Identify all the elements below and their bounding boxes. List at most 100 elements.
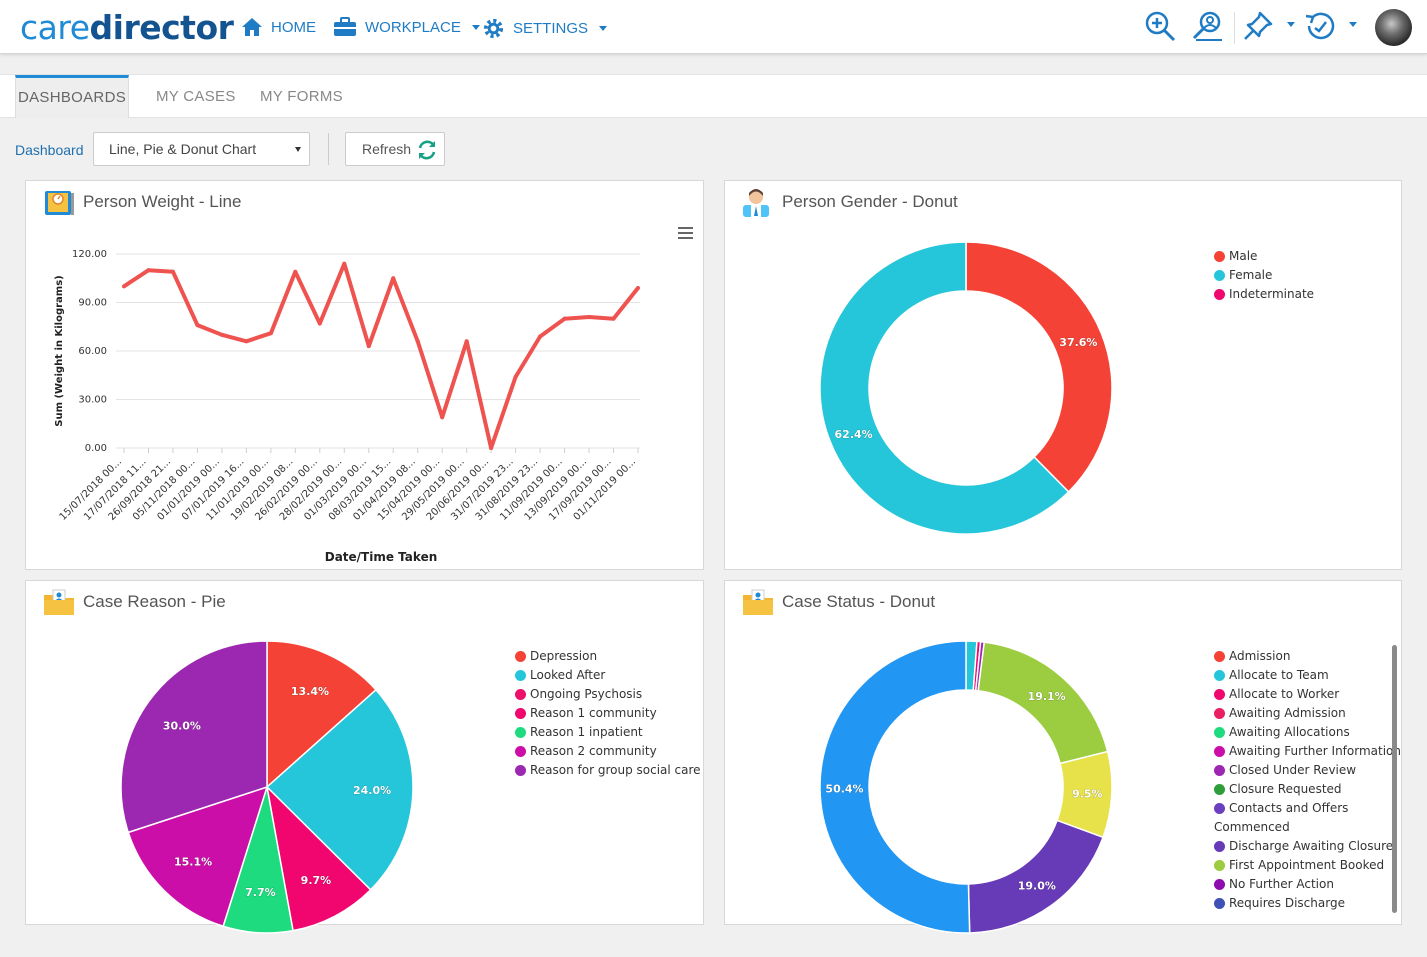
reason-legend-item[interactable]: Reason for group social care — [515, 761, 701, 780]
refresh-icon — [418, 140, 436, 160]
gender-legend-item[interactable]: Female — [1214, 266, 1314, 285]
status-legend-item[interactable]: Awaiting Allocations — [1214, 723, 1401, 742]
legend-swatch — [515, 689, 526, 700]
legend-swatch — [1214, 860, 1225, 871]
y-axis-title: Sum (Weight in Kilograms) — [54, 275, 65, 427]
data-point — [513, 374, 518, 379]
y-tick-label: 120.00 — [72, 249, 107, 260]
tab-my-cases[interactable]: MY CASES — [156, 88, 236, 105]
reason-slice-label: 24.0% — [353, 784, 391, 797]
chevron-down-icon — [295, 147, 301, 152]
history-clock-icon[interactable] — [1303, 10, 1337, 42]
status-legend-item[interactable]: Requires Discharge — [1214, 894, 1401, 913]
status-legend-item[interactable]: Awaiting Further Information — [1214, 742, 1401, 761]
chart-menu-icon[interactable] — [678, 227, 693, 242]
reason-slice-label: 7.7% — [245, 886, 276, 899]
legend-swatch — [515, 765, 526, 776]
data-point — [170, 269, 175, 274]
gender-legend-item[interactable]: Indeterminate — [1214, 285, 1314, 304]
refresh-button[interactable]: Refresh — [345, 132, 445, 166]
data-point — [611, 316, 616, 321]
reason-legend-item[interactable]: Reason 1 community — [515, 704, 701, 723]
status-legend-item[interactable]: Contacts and Offers — [1214, 799, 1401, 818]
gender-slice — [819, 241, 1070, 535]
data-point — [391, 276, 396, 281]
status-legend-item[interactable]: Awaiting Admission — [1214, 704, 1401, 723]
chevron-down-icon[interactable] — [1349, 22, 1357, 27]
status-legend-item[interactable]: Closure Requested — [1214, 780, 1401, 799]
legend-scrollbar[interactable] — [1392, 645, 1397, 913]
legend-swatch — [1214, 879, 1225, 890]
status-legend-item[interactable]: Allocate to Worker — [1214, 685, 1401, 704]
data-point — [562, 316, 567, 321]
person-search-icon[interactable] — [1192, 10, 1224, 42]
nav-home[interactable]: HOME — [241, 17, 316, 37]
legend-swatch — [1214, 898, 1225, 909]
refresh-button-label: Refresh — [362, 141, 412, 157]
top-navbar: caredirector HOME WORKPLACE SETTINGS — [0, 0, 1427, 54]
person-icon — [743, 189, 769, 217]
legend-label: Reason 2 community — [530, 744, 657, 758]
status-slice-label: 9.5% — [1072, 787, 1103, 800]
data-point — [415, 339, 420, 344]
reason-legend-item[interactable]: Looked After — [515, 666, 701, 685]
legend-label: Male — [1229, 249, 1258, 263]
legend-swatch — [1214, 803, 1225, 814]
data-point — [244, 339, 249, 344]
toolbar-divider — [1234, 12, 1235, 44]
status-legend-item[interactable]: Commenced — [1214, 818, 1401, 837]
status-legend-item[interactable]: No Further Action — [1214, 875, 1401, 894]
status-slice — [967, 819, 1105, 934]
legend-label: Depression — [530, 649, 598, 663]
legend-swatch — [1214, 727, 1225, 738]
user-avatar[interactable] — [1375, 9, 1412, 46]
status-legend: Admission Allocate to Team Allocate to Wor… — [1214, 647, 1401, 913]
zoom-search-icon[interactable] — [1144, 10, 1176, 42]
data-point — [146, 268, 151, 273]
chevron-down-icon[interactable] — [1287, 22, 1295, 27]
y-tick-label: 90.00 — [78, 298, 107, 309]
reason-legend-item[interactable]: Reason 1 inpatient — [515, 723, 701, 742]
y-tick-label: 0.00 — [85, 443, 107, 454]
legend-label: Reason 1 inpatient — [530, 725, 643, 739]
nav-workplace[interactable]: WORKPLACE — [333, 17, 480, 37]
reason-legend-item[interactable]: Ongoing Psychosis — [515, 685, 701, 704]
status-slice-label: 19.1% — [1028, 690, 1066, 703]
gender-slice-label: 62.4% — [835, 428, 873, 441]
tab-dashboards[interactable]: DASHBOARDS — [15, 75, 129, 118]
legend-label: Looked After — [530, 668, 606, 682]
gender-legend-item[interactable]: Male — [1214, 247, 1314, 266]
status-legend-item[interactable]: First Appointment Booked — [1214, 856, 1401, 875]
data-point — [293, 269, 298, 274]
weight-series-line — [122, 261, 640, 450]
legend-swatch — [515, 651, 526, 662]
gender-legend: Male Female Indeterminate — [1214, 247, 1314, 304]
person-gender-panel: Person Gender - Donut 37.6% 62.4% Male Fem… — [724, 180, 1402, 570]
data-point — [587, 315, 592, 320]
data-point — [219, 332, 224, 337]
legend-label: Reason 1 community — [530, 706, 657, 720]
tab-my-forms[interactable]: MY FORMS — [260, 88, 343, 105]
dashboard-select[interactable]: Line, Pie & Donut Chart — [93, 132, 310, 166]
folder-person-icon — [743, 589, 773, 615]
chevron-down-icon — [599, 26, 608, 31]
nav-settings[interactable]: SETTINGS — [482, 17, 608, 40]
status-legend-item[interactable]: Allocate to Team — [1214, 666, 1401, 685]
legend-label: Commenced — [1214, 820, 1290, 834]
gender-slice — [965, 241, 1113, 493]
caredirector-logo[interactable]: caredirector — [20, 8, 234, 47]
panel-title: Person Gender - Donut — [782, 192, 958, 211]
nav-home-label: HOME — [271, 18, 316, 36]
pin-icon[interactable] — [1242, 10, 1274, 42]
status-legend-item[interactable]: Closed Under Review — [1214, 761, 1401, 780]
legend-label: Awaiting Admission — [1229, 706, 1346, 720]
nav-settings-label: SETTINGS — [513, 20, 589, 37]
data-point — [464, 339, 469, 344]
status-legend-item[interactable]: Admission — [1214, 647, 1401, 666]
data-point — [268, 331, 273, 336]
reason-legend-item[interactable]: Reason 2 community — [515, 742, 701, 761]
reason-pie-chart: 13.4% 24.0% 9.7% 7.7% 15.1% 30.0% — [120, 640, 414, 934]
legend-swatch — [1214, 670, 1225, 681]
reason-legend-item[interactable]: Depression — [515, 647, 701, 666]
status-legend-item[interactable]: Discharge Awaiting Closure — [1214, 837, 1401, 856]
